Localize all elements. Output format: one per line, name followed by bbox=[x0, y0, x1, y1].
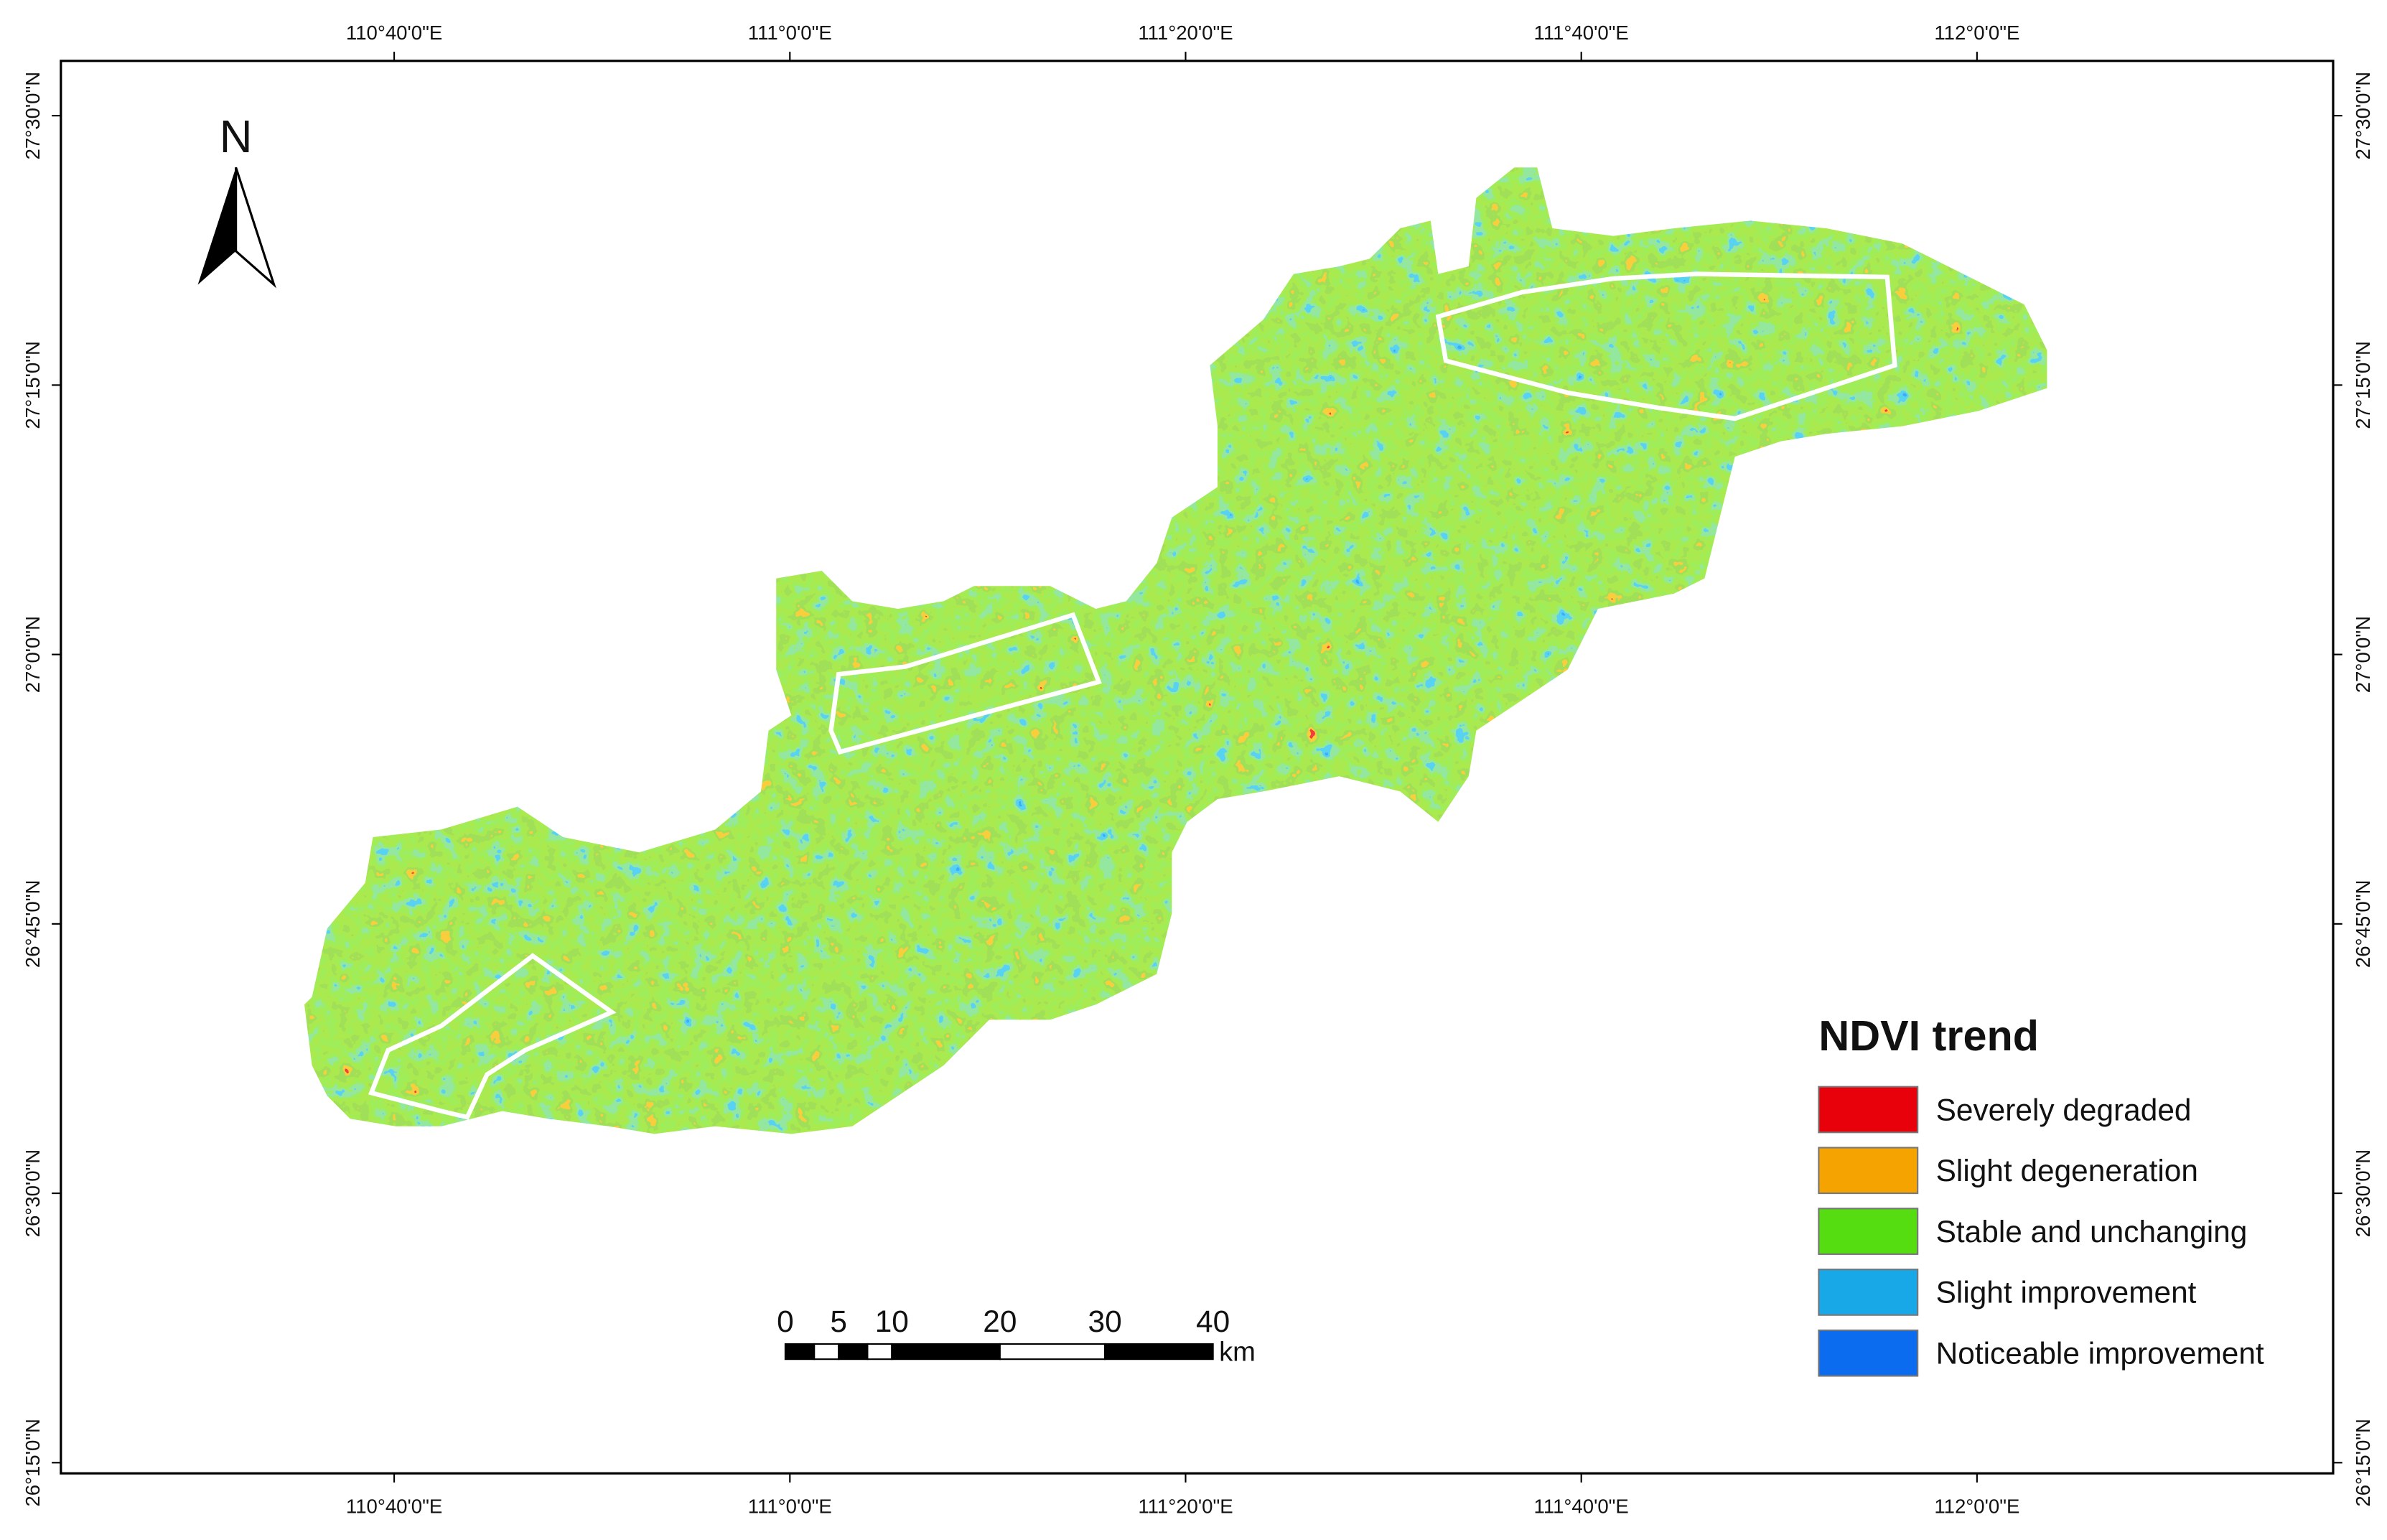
latitude-label: 27°0'0"N bbox=[2352, 616, 2374, 693]
legend-swatch bbox=[1818, 1208, 1919, 1255]
scale-segment bbox=[866, 1343, 893, 1361]
latitude-label: 26°45'0"N bbox=[22, 880, 44, 969]
north-label: N bbox=[220, 111, 253, 162]
north-arrow bbox=[197, 167, 236, 285]
scale-label: 10 bbox=[875, 1305, 909, 1338]
scale-unit: km bbox=[1219, 1336, 1256, 1367]
legend-swatch bbox=[1818, 1147, 1919, 1195]
scale-segment bbox=[999, 1343, 1106, 1361]
scale-segment bbox=[891, 1343, 1001, 1361]
scale-label: 5 bbox=[830, 1305, 847, 1338]
latitude-label: 27°15'0"N bbox=[2352, 341, 2374, 429]
scale-segment bbox=[838, 1343, 869, 1361]
latitude-label: 26°30'0"N bbox=[22, 1149, 44, 1238]
scale-label: 40 bbox=[1196, 1305, 1230, 1338]
longitude-label: 111°0'0"E bbox=[748, 1495, 832, 1517]
latitude-label: 27°30'0"N bbox=[2352, 72, 2374, 160]
scale-label: 30 bbox=[1088, 1305, 1122, 1338]
graticule-ticks: 110°40'0"E 110°40'0"E 111°0'0"E 111°0'0"E 11… bbox=[22, 22, 2374, 1517]
legend-label: Slight improvement bbox=[1936, 1276, 2197, 1310]
zone-outline bbox=[1435, 271, 1897, 421]
legend-swatch bbox=[1818, 1086, 1919, 1134]
longitude-label: 110°40'0"E bbox=[346, 1495, 442, 1517]
study-area bbox=[304, 167, 2047, 1134]
legend-label: Slight degeneration bbox=[1936, 1154, 2198, 1187]
latitude-label: 26°15'0"N bbox=[2352, 1419, 2374, 1507]
latitude-label: 27°15'0"N bbox=[22, 341, 44, 429]
latitude-label: 27°30'0"N bbox=[22, 72, 44, 160]
zone-outline bbox=[828, 612, 1102, 755]
scale-segment bbox=[784, 1343, 816, 1361]
map-frame bbox=[60, 60, 2335, 1475]
longitude-label: 111°40'0"E bbox=[1534, 1495, 1629, 1517]
longitude-label: 110°40'0"E bbox=[346, 22, 442, 44]
zone-outline bbox=[368, 953, 617, 1120]
legend-label: Stable and unchanging bbox=[1936, 1215, 2248, 1249]
latitude-label: 26°30'0"N bbox=[2352, 1149, 2374, 1238]
legend-swatch bbox=[1818, 1329, 1919, 1377]
longitude-label: 112°0'0"E bbox=[1934, 22, 2019, 44]
legend-label: Noticeable improvement bbox=[1936, 1337, 2264, 1371]
legend: NDVI trend Severely degraded Slight degene… bbox=[1818, 1012, 2264, 1377]
north-arrow bbox=[235, 167, 276, 289]
legend-label: Severely degraded bbox=[1936, 1093, 2192, 1126]
latitude-label: 26°45'0"N bbox=[2352, 880, 2374, 969]
longitude-label: 111°20'0"E bbox=[1138, 22, 1233, 44]
longitude-label: 111°40'0"E bbox=[1534, 22, 1629, 44]
scale-segment bbox=[813, 1343, 840, 1361]
scale-segment bbox=[1104, 1343, 1214, 1361]
latitude-label: 26°15'0"N bbox=[22, 1419, 44, 1507]
scale-label: 20 bbox=[983, 1305, 1017, 1338]
highlight-zones bbox=[368, 271, 1897, 1120]
scale-label: 0 bbox=[777, 1305, 794, 1338]
latitude-label: 27°0'0"N bbox=[22, 616, 44, 693]
legend-swatch bbox=[1818, 1269, 1919, 1316]
longitude-label: 111°20'0"E bbox=[1138, 1495, 1233, 1517]
longitude-label: 111°0'0"E bbox=[748, 22, 832, 44]
longitude-label: 112°0'0"E bbox=[1934, 1495, 2019, 1517]
legend-title: NDVI trend bbox=[1818, 1012, 2039, 1060]
